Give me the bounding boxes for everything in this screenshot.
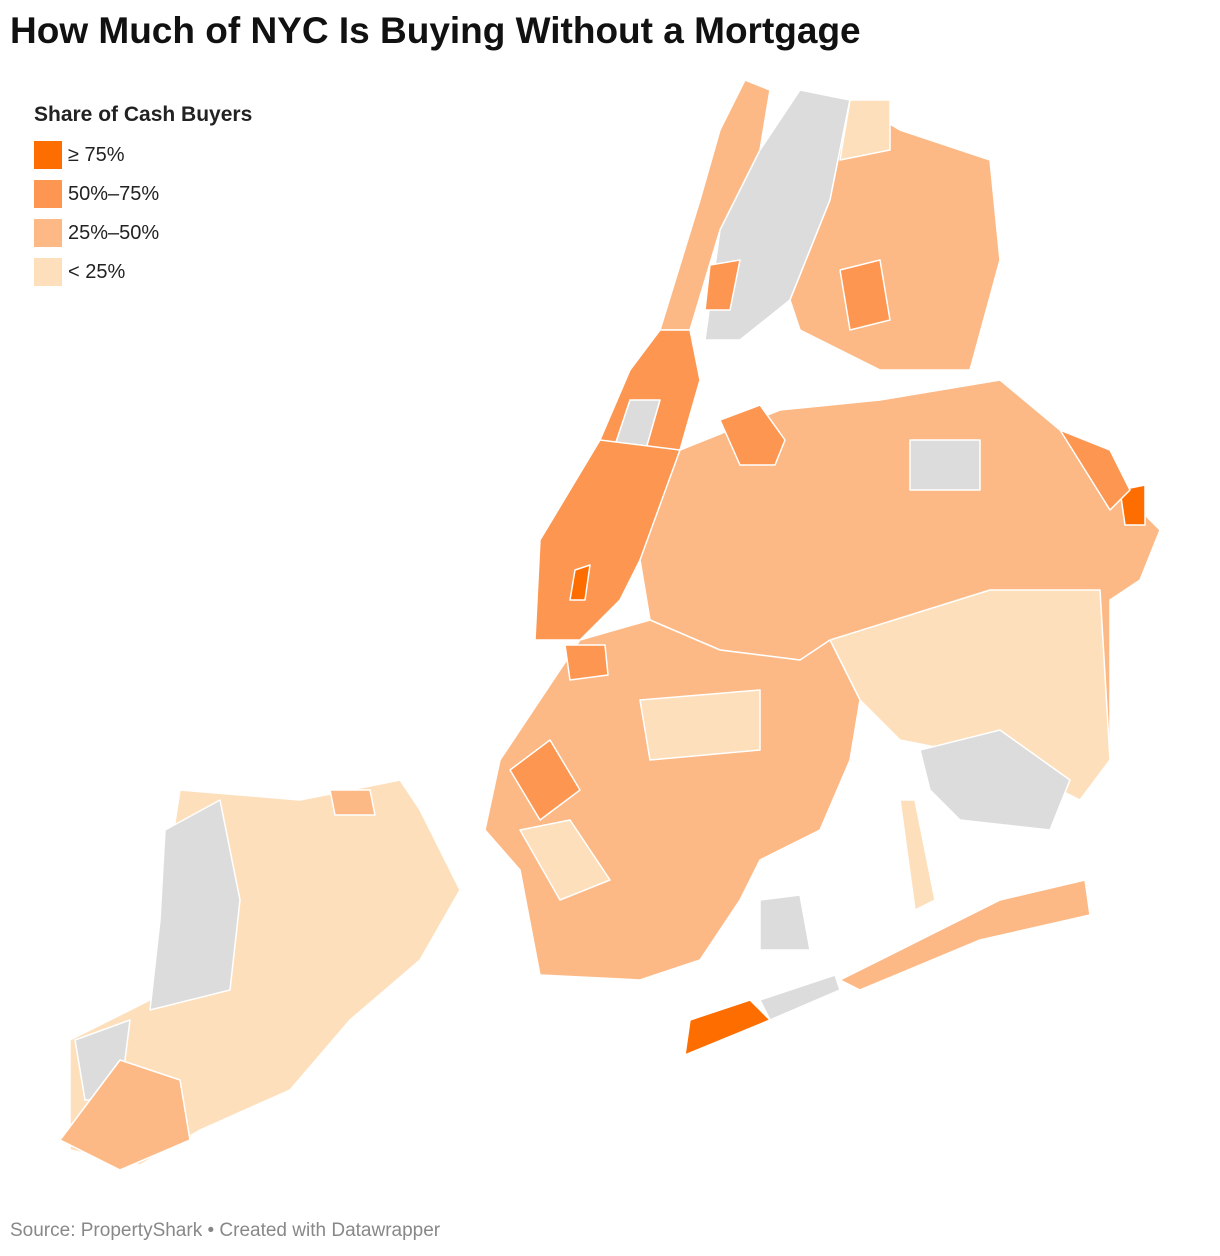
- legend-swatch: [34, 258, 62, 286]
- legend-item: < 25%: [34, 258, 125, 286]
- region: [569, 564, 591, 601]
- region: [1059, 429, 1131, 511]
- legend-item: 25%–50%: [34, 219, 159, 247]
- region: [839, 99, 891, 161]
- source: Source: PropertyShark • Created with Dat…: [10, 1220, 441, 1241]
- region: [829, 589, 1111, 801]
- legend-label: 50%–75%: [68, 182, 160, 205]
- region: [329, 789, 376, 816]
- region: [759, 974, 841, 1021]
- region: [719, 404, 786, 466]
- region: [839, 259, 891, 331]
- legend-swatch: [34, 219, 62, 247]
- legend-label: ≥ 75%: [68, 143, 125, 166]
- region: [599, 329, 701, 461]
- region: [639, 689, 761, 761]
- legend-title: Share of Cash Buyers: [34, 103, 253, 126]
- legend-label: 25%–50%: [68, 221, 160, 244]
- region: [509, 739, 581, 821]
- region: [564, 644, 609, 681]
- region: [149, 799, 241, 1011]
- region: [899, 799, 936, 911]
- region: [59, 1059, 191, 1171]
- legend-label: < 25%: [68, 260, 126, 283]
- region: [839, 879, 1091, 991]
- region: [704, 259, 741, 311]
- region: [919, 729, 1071, 831]
- region: [1119, 484, 1146, 526]
- legend-swatch: [34, 141, 62, 169]
- title: How Much of NYC Is Buying Without a Mort…: [10, 10, 861, 51]
- legend-swatch: [34, 180, 62, 208]
- region: [909, 439, 981, 491]
- region: [684, 999, 771, 1056]
- legend-item: 50%–75%: [34, 180, 159, 208]
- region: [519, 819, 611, 901]
- legend-item: ≥ 75%: [34, 141, 125, 169]
- region: [759, 894, 811, 951]
